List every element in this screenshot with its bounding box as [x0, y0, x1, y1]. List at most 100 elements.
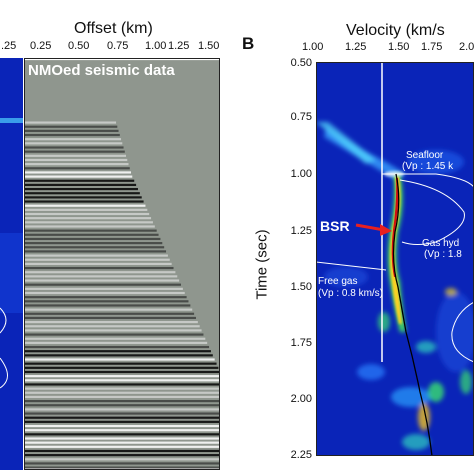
seismic-reflection: [25, 129, 119, 132]
seismic-reflection: [25, 441, 219, 444]
seismic-reflection: [25, 308, 193, 311]
seismic-reflection: [25, 325, 200, 328]
velocity-y-tick: 0.50: [290, 57, 312, 69]
seismic-reflection: [25, 466, 219, 469]
seismic-reflection: [25, 416, 219, 419]
seismic-reflection: [25, 454, 219, 457]
velocity-x-tick: 1.00: [302, 41, 324, 53]
seismic-reflection: [25, 462, 219, 465]
seismic-x-tick: 0.75: [107, 40, 129, 52]
velocity-y-tick: 1.00: [290, 168, 312, 180]
seismic-reflection: [25, 458, 219, 461]
seismic-reflection: [25, 138, 122, 141]
velocity-y-tick: 2.25: [290, 449, 312, 461]
seismic-reflection: [25, 142, 123, 145]
seismic-reflection: [25, 287, 183, 290]
seismic-reflection: [25, 341, 208, 344]
seismic-reflection: [25, 133, 120, 137]
seismic-reflection: [25, 321, 198, 324]
bsr-label: BSR: [320, 218, 350, 234]
left-strip-semblance: [0, 58, 23, 470]
left-strip-x-tick: .25: [1, 40, 17, 52]
bsr-arrow: [355, 223, 385, 232]
seismic-reflection: [25, 449, 219, 453]
seismic-reflection: [25, 391, 219, 394]
seismic-reflection: [25, 187, 138, 191]
seismic-reflection: [25, 250, 167, 253]
seismic-reflection: [25, 167, 130, 170]
semblance-energy: [316, 122, 474, 450]
seismic-reflection: [25, 408, 219, 411]
seismic-reflection: [25, 237, 161, 241]
seismic-reflection: [25, 304, 191, 307]
seismic-reflection: [25, 379, 219, 382]
seismic-reflection: [25, 200, 144, 203]
seismic-x-tick: 1.50: [198, 40, 220, 52]
seismic-reflection: [25, 329, 202, 332]
seismic-reflection: [25, 412, 219, 415]
semblance-ridge-outer: [388, 174, 406, 332]
seismic-x-tick: 1.25: [168, 40, 190, 52]
seismic-x-tick: 1.00: [145, 40, 167, 52]
seismic-reflection: [25, 125, 118, 128]
free-gas-curve: [316, 261, 387, 271]
seismic-reflection: [25, 350, 211, 353]
seismic-reflection: [25, 296, 187, 299]
picked-velocity-line: [392, 173, 433, 456]
seismic-reflection: [25, 362, 217, 365]
seismic-reflection: [25, 146, 124, 149]
velocity-y-tick: 1.50: [290, 281, 312, 293]
seismic-reflection: [25, 445, 219, 448]
seismic-reflection: [25, 196, 142, 199]
seismic-reflection: [25, 154, 127, 157]
velocity-y-axis-title: Time (sec): [253, 229, 271, 300]
seismic-reflection: [25, 233, 159, 236]
seismic-reflection: [25, 420, 219, 423]
seismic-reflection: [25, 258, 170, 261]
seismic-reflection: [25, 246, 165, 249]
velocity-x-tick: 1.75: [421, 41, 443, 53]
seismic-reflection: [25, 291, 185, 295]
seismic-reflection: [25, 158, 128, 162]
seismic-reflection: [25, 212, 150, 216]
seismic-x-tick: 0.50: [68, 40, 90, 52]
seismic-reflection: [25, 175, 133, 178]
seismic-reflection: [25, 399, 219, 403]
seismic-reflection: [25, 424, 219, 428]
right-contour: [451, 301, 474, 363]
seismic-reflection: [25, 171, 132, 174]
seismic-reflection: [25, 354, 213, 357]
seismic-reflection: [25, 429, 219, 432]
seafloor-curve: [382, 173, 474, 188]
seafloor-vp-label: (Vp : 1.45 k: [402, 161, 454, 172]
seismic-reflection: [25, 208, 148, 211]
seismic-reflection: [25, 333, 204, 336]
velocity-x-tick: 2.0: [459, 41, 474, 53]
seismic-reflection: [25, 337, 206, 340]
seafloor-label: Seafloor: [406, 150, 444, 161]
seismic-reflection: [25, 358, 215, 361]
seismic-reflection: [25, 345, 210, 349]
velocity-y-tick: 1.25: [290, 225, 312, 237]
seismic-reflection: [25, 150, 125, 153]
velocity-y-tick: 1.75: [290, 337, 312, 349]
seismic-reflection: [25, 387, 219, 390]
semblance-ridge-mid: [390, 176, 402, 324]
seismic-reflection: [25, 375, 219, 378]
seismic-x-tick: 0.25: [30, 40, 52, 52]
hydrate-curve: [399, 179, 465, 245]
velocity-axis-title: Velocity (km/s: [346, 22, 445, 39]
seismic-reflection: [25, 437, 219, 440]
seismic-gather: [24, 58, 220, 470]
seismic-reflection: [25, 366, 219, 369]
velocity-y-tick: 0.75: [290, 111, 312, 123]
seismic-reflection: [25, 221, 153, 224]
seismic-reflection: [25, 283, 182, 286]
seismic-reflection: [25, 183, 137, 187]
seismic-reflection: [25, 279, 180, 282]
seismic-reflection: [25, 383, 219, 386]
seismic-reflection: [25, 163, 129, 166]
seismic-reflection: [25, 121, 117, 124]
seismic-reflection: [25, 225, 155, 228]
velocity-semblance-panel: Seafloor (Vp : 1.45 k BSR Gas hyd (Vp : …: [316, 62, 474, 456]
